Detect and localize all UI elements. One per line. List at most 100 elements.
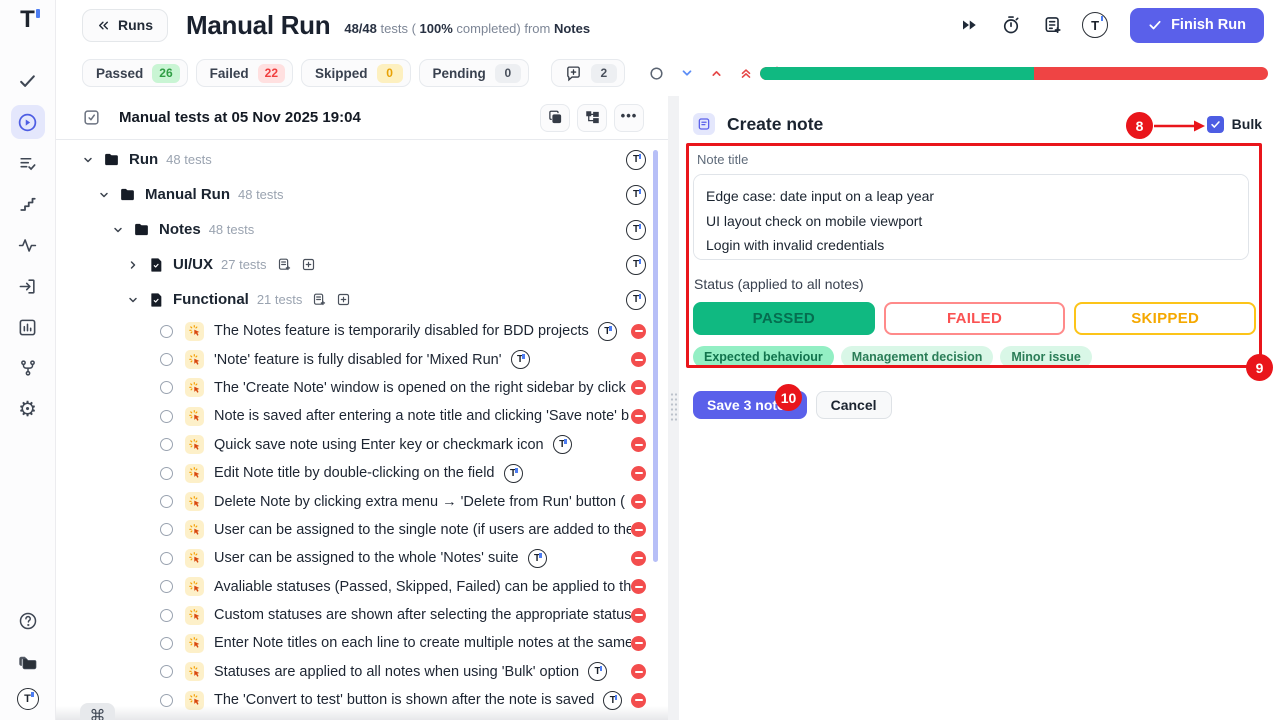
test-status-radio[interactable] [160,353,173,367]
suite-row-functional[interactable]: Functional 21 tests T [56,282,668,317]
chevron-down-icon[interactable] [112,224,124,236]
testomat-link-icon[interactable]: T [503,463,523,483]
remove-test-icon[interactable] [631,465,646,481]
test-status-radio[interactable] [160,636,173,650]
testomat-link-icon[interactable]: T [626,149,646,170]
cancel-button[interactable]: Cancel [815,391,892,419]
test-status-radio[interactable] [160,324,173,338]
note-title-textarea[interactable]: Edge case: date input on a leap year UI … [693,174,1249,260]
testomat-link-icon[interactable]: T [626,184,646,205]
test-title[interactable]: The 'Convert to test' button is shown af… [214,692,595,709]
finish-run-button[interactable]: Finish Run [1130,7,1264,43]
remove-test-icon[interactable] [631,380,646,396]
test-status-radio[interactable] [160,580,173,594]
test-row[interactable]: The 'Convert to test' button is shown af… [56,686,668,714]
test-plans-nav-icon[interactable] [11,146,45,180]
testomat-link-icon[interactable]: T [626,219,646,240]
timer-icon[interactable] [998,12,1024,38]
fast-forward-icon[interactable] [956,12,982,38]
test-status-radio[interactable] [160,466,173,480]
remove-test-icon[interactable] [631,607,646,623]
status-filter-chip[interactable]: Failed 22 [195,59,294,87]
bulk-checkbox[interactable] [1206,115,1224,133]
add-note-icon[interactable] [312,292,327,307]
checks-nav-icon[interactable] [11,64,45,98]
suite-label[interactable]: UI/UX [173,256,214,273]
remove-test-icon[interactable] [631,352,646,368]
status-filter-chip[interactable]: Pending 0 [418,59,529,87]
panel-resizer[interactable] [668,96,679,720]
more-options-button[interactable]: ••• [614,103,644,132]
test-title[interactable]: Statuses are applied to all notes when u… [214,663,580,680]
run-checklist-icon[interactable] [82,108,101,127]
add-note-icon[interactable] [277,257,292,272]
back-to-runs-button[interactable]: Runs [82,8,168,42]
projects-icon[interactable] [11,646,45,680]
chevron-down-icon[interactable] [680,66,694,80]
test-status-radio[interactable] [160,608,173,622]
test-row[interactable]: User can be assigned to the single note … [56,516,668,544]
add-test-icon[interactable] [301,257,316,272]
test-row[interactable]: Statuses are applied to all notes when u… [56,658,668,686]
testomat-link-icon[interactable]: T [588,662,608,682]
branches-nav-icon[interactable] [11,351,45,385]
status-button[interactable]: SKIPPED [1074,302,1257,335]
help-icon[interactable] [11,604,45,638]
test-row[interactable]: Edit Note title by double-clicking on th… [56,459,668,487]
chevron-right-icon[interactable] [127,259,139,271]
suite-row-notes[interactable]: Notes 48 tests T [56,212,668,247]
test-row[interactable]: Avaliable statuses (Passed, Skipped, Fai… [56,573,668,601]
status-circle-icon[interactable] [649,66,664,81]
test-row[interactable]: User can be assigned to the whole 'Notes… [56,544,668,572]
testomat-header-icon[interactable]: T [1082,12,1109,38]
remove-test-icon[interactable] [631,437,646,453]
copy-tests-button[interactable] [540,103,570,132]
suite-label[interactable]: Manual Run [145,186,230,203]
keyboard-shortcut-chip[interactable]: ⌘ [80,703,115,720]
test-status-radio[interactable] [160,551,173,565]
note-tag[interactable]: Minor issue [1000,346,1092,368]
bulk-label[interactable]: Bulk [1231,116,1262,132]
remove-test-icon[interactable] [631,494,646,510]
test-title[interactable]: Note is saved after entering a note titl… [214,408,630,425]
add-test-icon[interactable] [336,292,351,307]
testomat-link-icon[interactable]: T [626,289,646,310]
testomat-link-icon[interactable]: T [552,435,572,455]
test-title[interactable]: User can be assigned to the single note … [214,521,631,538]
status-button[interactable]: PASSED [693,302,875,335]
runs-nav-icon[interactable] [10,105,45,139]
comments-filter-chip[interactable]: 2 [550,59,625,87]
testomat-link-icon[interactable]: T [597,321,617,341]
note-tag[interactable]: Expected behaviour [693,346,834,368]
chevron-down-icon[interactable] [98,189,110,201]
test-title[interactable]: The Notes feature is temporarily disable… [214,323,589,340]
settings-nav-icon[interactable]: ⚙ [18,397,37,421]
test-status-radio[interactable] [160,693,173,707]
test-status-radio[interactable] [160,665,173,679]
testomat-link-icon[interactable]: T [626,254,646,275]
suite-label[interactable]: Functional [173,291,249,308]
chevron-down-icon[interactable] [127,294,139,306]
test-title[interactable]: Quick save note using Enter key or check… [214,436,544,453]
remove-test-icon[interactable] [631,323,646,339]
pulse-nav-icon[interactable] [11,228,45,262]
reports-nav-icon[interactable] [11,310,45,344]
remove-test-icon[interactable] [631,522,646,538]
test-row[interactable]: Quick save note using Enter key or check… [56,431,668,459]
test-title[interactable]: The 'Create Note' window is opened on th… [214,379,626,396]
chevron-down-icon[interactable] [82,154,94,166]
test-row[interactable]: Delete Note by clicking extra menu → 'De… [56,487,668,515]
test-row[interactable]: Custom statuses are shown after selectin… [56,601,668,629]
test-title[interactable]: Custom statuses are shown after selectin… [214,607,631,624]
test-row[interactable]: The Notes feature is temporarily disable… [56,317,668,345]
import-nav-icon[interactable] [11,269,45,303]
test-row[interactable]: 'Note' feature is fully disabled for 'Mi… [56,345,668,373]
remove-test-icon[interactable] [631,635,646,651]
test-title[interactable]: Delete Note by clicking extra menu → 'De… [214,493,625,510]
test-status-radio[interactable] [160,495,173,509]
priority-up-icon[interactable] [710,67,723,80]
test-status-radio[interactable] [160,381,173,395]
save-notes-button[interactable]: Save 3 notes [693,391,807,419]
note-tag[interactable]: Management decision [840,346,994,368]
tree-view-button[interactable] [577,103,607,132]
